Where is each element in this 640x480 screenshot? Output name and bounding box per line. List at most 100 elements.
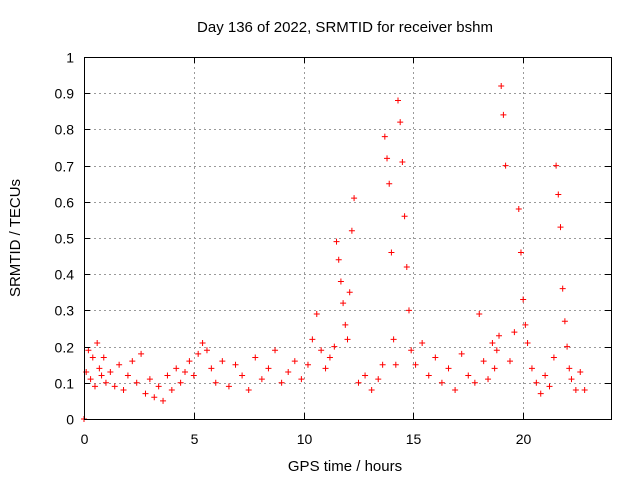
data-point bbox=[212, 379, 219, 386]
data-point bbox=[318, 347, 325, 354]
data-point bbox=[232, 361, 239, 368]
data-point bbox=[546, 383, 553, 390]
data-point bbox=[107, 368, 114, 375]
data-point bbox=[155, 383, 162, 390]
y-axis-label: SRMTID / TECUs bbox=[7, 179, 24, 297]
x-tick-label: 15 bbox=[406, 431, 422, 447]
data-point bbox=[555, 191, 562, 198]
data-point bbox=[399, 158, 406, 165]
data-point bbox=[465, 372, 472, 379]
data-point bbox=[401, 213, 408, 220]
data-point bbox=[322, 365, 329, 372]
data-point bbox=[395, 97, 402, 104]
y-tick-label: 0.9 bbox=[55, 86, 75, 102]
data-point bbox=[278, 379, 285, 386]
data-point bbox=[333, 238, 340, 245]
data-point bbox=[168, 387, 175, 394]
y-tick-label: 0.2 bbox=[55, 340, 75, 356]
axis-ticks bbox=[84, 57, 611, 420]
data-point bbox=[493, 347, 500, 354]
data-point bbox=[304, 361, 311, 368]
data-point bbox=[528, 365, 535, 372]
data-point bbox=[342, 321, 349, 328]
data-point bbox=[489, 339, 496, 346]
grid-lines bbox=[84, 57, 611, 419]
data-point bbox=[208, 365, 215, 372]
data-point bbox=[390, 336, 397, 343]
data-point bbox=[348, 227, 355, 234]
data-point bbox=[572, 387, 579, 394]
data-point bbox=[581, 387, 588, 394]
data-point bbox=[340, 300, 347, 307]
y-tick-label: 0.4 bbox=[55, 267, 75, 283]
data-points bbox=[81, 82, 588, 422]
chart-title: Day 136 of 2022, SRMTID for receiver bsh… bbox=[197, 19, 493, 36]
data-point bbox=[164, 372, 171, 379]
data-point bbox=[326, 354, 333, 361]
data-point bbox=[87, 376, 94, 383]
data-point bbox=[265, 365, 272, 372]
data-point bbox=[124, 372, 131, 379]
data-point bbox=[89, 354, 96, 361]
data-point bbox=[219, 358, 226, 365]
data-point bbox=[524, 339, 531, 346]
y-tick-label: 0.1 bbox=[55, 376, 75, 392]
data-point bbox=[190, 372, 197, 379]
x-tick-label: 5 bbox=[191, 431, 199, 447]
y-tick-label: 0 bbox=[66, 412, 74, 428]
data-point bbox=[138, 350, 145, 357]
x-tick-label: 20 bbox=[516, 431, 532, 447]
data-point bbox=[403, 263, 410, 270]
data-point bbox=[291, 358, 298, 365]
data-point bbox=[133, 379, 140, 386]
data-point bbox=[182, 368, 189, 375]
data-point bbox=[502, 162, 509, 169]
data-point bbox=[557, 224, 564, 231]
data-point bbox=[498, 82, 505, 89]
data-point bbox=[537, 390, 544, 397]
data-point bbox=[386, 180, 393, 187]
data-point bbox=[452, 387, 459, 394]
data-point bbox=[485, 376, 492, 383]
data-point bbox=[252, 354, 259, 361]
data-point bbox=[412, 361, 419, 368]
data-point bbox=[94, 339, 101, 346]
data-point bbox=[173, 365, 180, 372]
data-point bbox=[397, 119, 404, 126]
data-point bbox=[91, 383, 98, 390]
data-point bbox=[500, 111, 507, 118]
data-point bbox=[225, 383, 232, 390]
data-point bbox=[408, 347, 415, 354]
data-point bbox=[533, 379, 540, 386]
data-point bbox=[102, 379, 109, 386]
data-point bbox=[335, 256, 342, 263]
data-point bbox=[515, 206, 522, 213]
data-point bbox=[337, 278, 344, 285]
x-tick-labels: 0 5 10 15 20 bbox=[81, 431, 532, 447]
y-tick-label: 0.5 bbox=[55, 231, 75, 247]
data-point bbox=[432, 354, 439, 361]
y-tick-label: 0.3 bbox=[55, 303, 75, 319]
data-point bbox=[151, 394, 158, 401]
data-point bbox=[142, 390, 149, 397]
data-point bbox=[100, 354, 107, 361]
data-point bbox=[388, 249, 395, 256]
data-point bbox=[298, 376, 305, 383]
data-point bbox=[346, 289, 353, 296]
data-point bbox=[309, 336, 316, 343]
data-point bbox=[476, 311, 483, 318]
data-point bbox=[491, 365, 498, 372]
data-point bbox=[577, 368, 584, 375]
data-point bbox=[392, 361, 399, 368]
data-point bbox=[566, 365, 573, 372]
data-point bbox=[285, 368, 292, 375]
data-point bbox=[561, 318, 568, 325]
data-point bbox=[405, 307, 412, 314]
data-point bbox=[379, 361, 386, 368]
y-tick-label: 1 bbox=[66, 50, 74, 66]
data-point bbox=[553, 162, 560, 169]
plot-frame bbox=[84, 57, 612, 420]
data-point bbox=[517, 249, 524, 256]
data-point bbox=[506, 358, 513, 365]
